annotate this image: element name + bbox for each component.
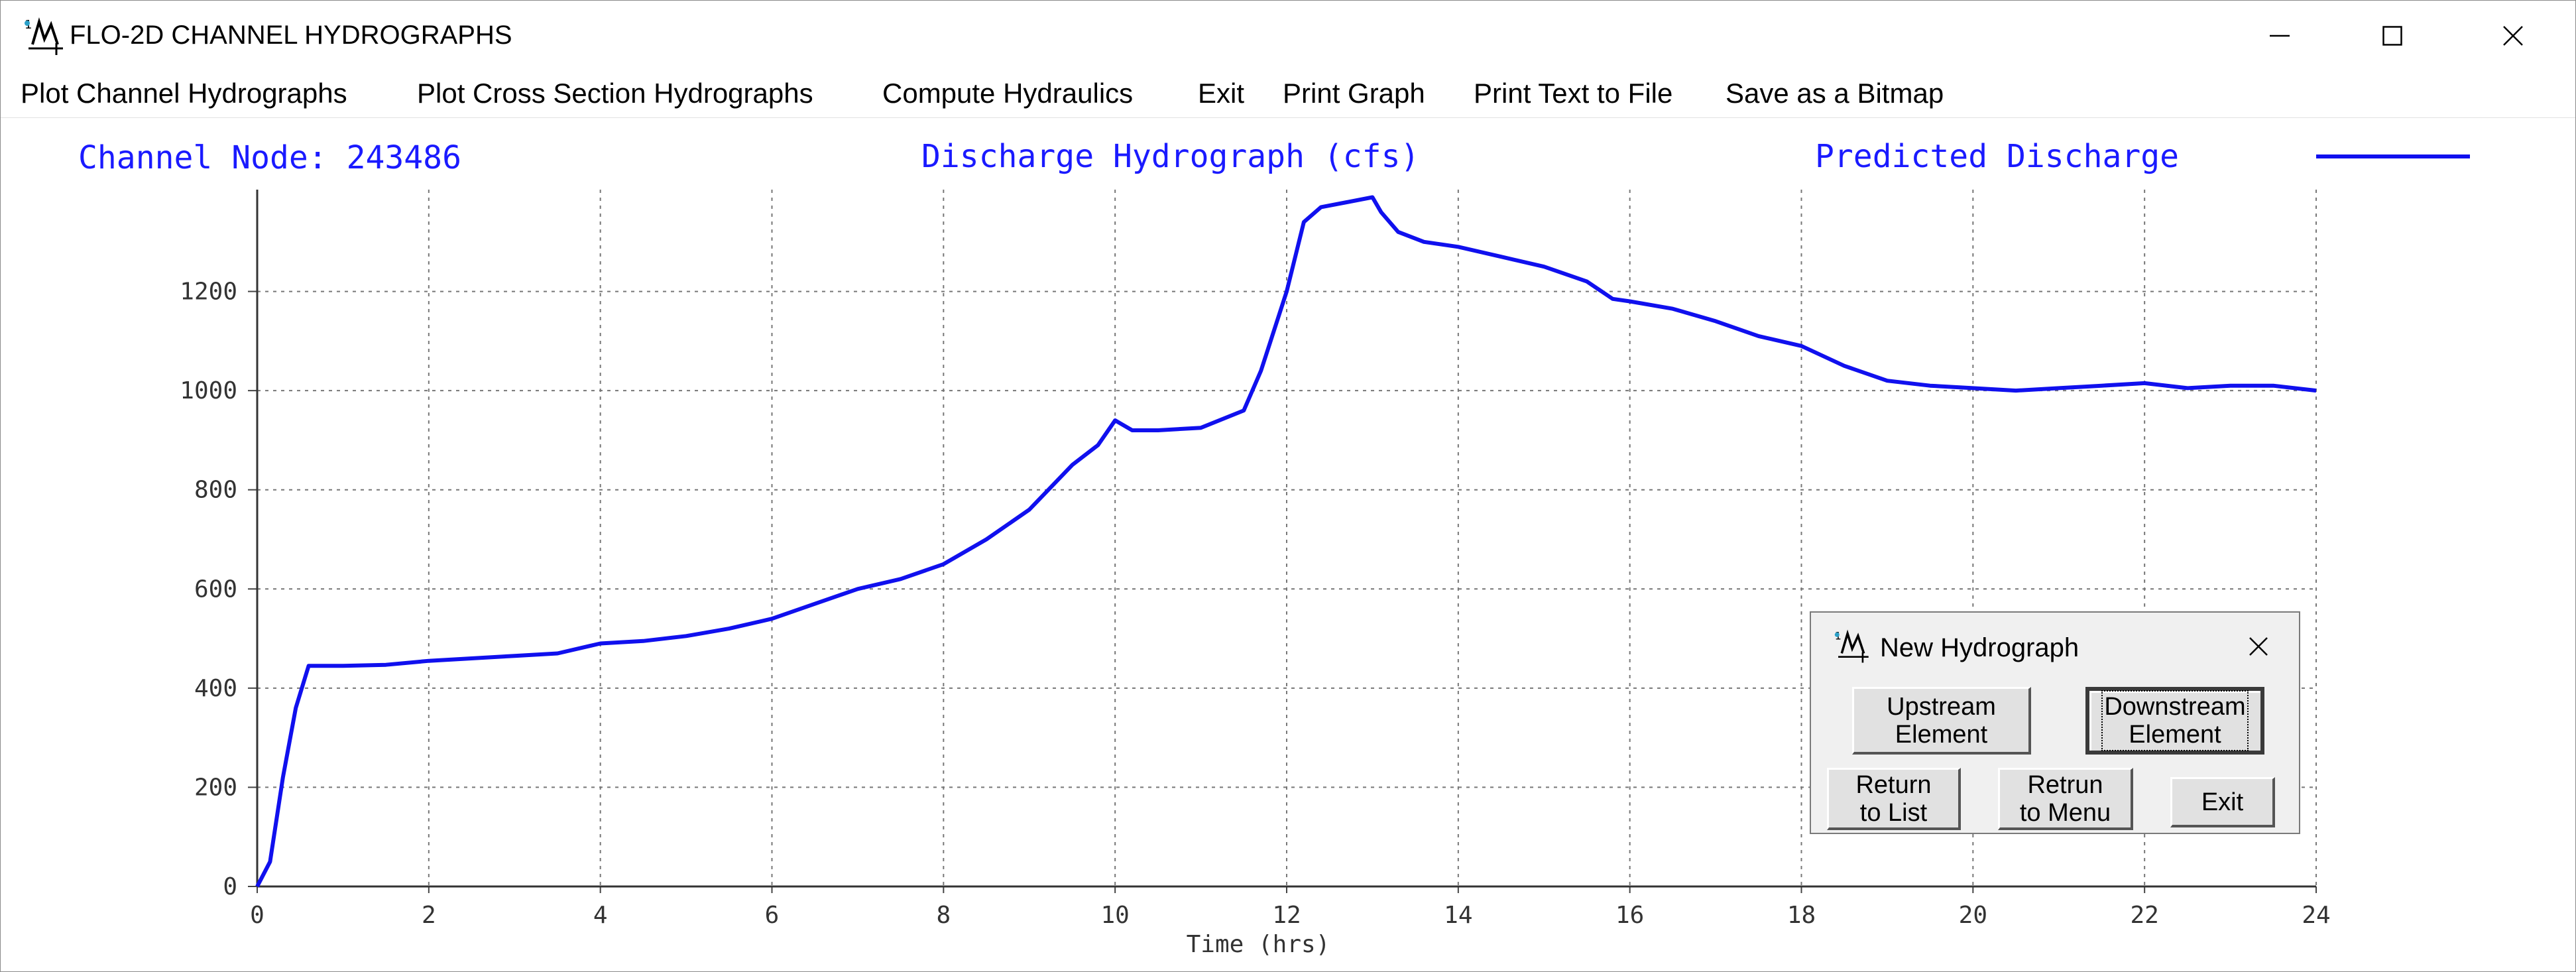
new-hydrograph-dialog: 1 New Hydrograph Upstream Element Downst… bbox=[1810, 611, 2300, 834]
downstream-element-button[interactable]: Downstream Element bbox=[2085, 687, 2264, 755]
flo2d-app-icon: 1 bbox=[25, 17, 63, 55]
legend-label: Predicted Discharge bbox=[1815, 138, 2179, 175]
x-tick-label: 12 bbox=[1272, 902, 1301, 929]
series-layer bbox=[255, 195, 2317, 888]
y-tick-label: 0 bbox=[223, 873, 237, 900]
series-line-predicted-discharge bbox=[255, 195, 2317, 888]
title-bar: 1 FLO-2D CHANNEL HYDROGRAPHS bbox=[1, 1, 2575, 68]
y-tick-label: 400 bbox=[194, 675, 237, 702]
exit-button[interactable]: Exit bbox=[2170, 777, 2275, 827]
minimize-icon[interactable] bbox=[2220, 7, 2339, 64]
return-to-list-button[interactable]: Return to List bbox=[1827, 768, 1961, 830]
x-axis-label: Time (hrs) bbox=[1187, 931, 1330, 958]
chart-title: Discharge Hydrograph (cfs) bbox=[921, 138, 1419, 175]
menu-plot-cross-section-hydrographs[interactable]: Plot Cross Section Hydrographs bbox=[417, 78, 813, 109]
x-tick-label: 6 bbox=[765, 902, 780, 929]
menu-print-graph[interactable]: Print Graph bbox=[1283, 78, 1425, 109]
x-tick-label: 16 bbox=[1615, 902, 1644, 929]
maximize-icon[interactable] bbox=[2333, 7, 2452, 64]
downstream-element-label: Downstream Element bbox=[2101, 690, 2249, 751]
return-to-menu-button[interactable]: Retrun to Menu bbox=[1998, 768, 2133, 830]
x-tick-label: 20 bbox=[1959, 902, 1987, 929]
channel-node-label: Channel Node: 243486 bbox=[78, 139, 461, 176]
menu-bar: Plot Channel Hydrographs Plot Cross Sect… bbox=[1, 68, 2575, 118]
x-tick-label: 0 bbox=[250, 902, 264, 929]
dialog-title: New Hydrograph bbox=[1880, 633, 2079, 662]
x-tick-label: 24 bbox=[2302, 902, 2330, 929]
y-tick-label: 800 bbox=[194, 477, 237, 504]
flo2d-app-icon: 1 bbox=[1834, 629, 1869, 663]
close-icon[interactable] bbox=[2453, 7, 2573, 64]
window-title: FLO-2D CHANNEL HYDROGRAPHS bbox=[70, 21, 512, 50]
y-tick-label: 200 bbox=[194, 774, 237, 801]
x-tick-label: 4 bbox=[593, 902, 608, 929]
y-tick-label: 1200 bbox=[180, 278, 237, 306]
menu-compute-hydraulics[interactable]: Compute Hydraulics bbox=[882, 78, 1134, 109]
close-icon[interactable] bbox=[2241, 629, 2276, 664]
upstream-element-button[interactable]: Upstream Element bbox=[1852, 687, 2031, 755]
axes bbox=[248, 190, 2317, 893]
menu-exit[interactable]: Exit bbox=[1198, 78, 1245, 109]
x-tick-label: 18 bbox=[1787, 902, 1816, 929]
x-tick-label: 8 bbox=[936, 902, 951, 929]
y-tick-label: 600 bbox=[194, 576, 237, 603]
x-tick-label: 14 bbox=[1444, 902, 1472, 929]
x-tick-label: 10 bbox=[1100, 902, 1129, 929]
tick-labels: 0 2 4 6 8 10 12 14 16 18 20 22 240200400600800100012… bbox=[180, 278, 2330, 929]
menu-print-text-to-file[interactable]: Print Text to File bbox=[1474, 78, 1673, 109]
x-tick-label: 2 bbox=[422, 902, 436, 929]
menu-plot-channel-hydrographs[interactable]: Plot Channel Hydrographs bbox=[21, 78, 347, 109]
y-tick-label: 1000 bbox=[180, 377, 237, 404]
menu-save-as-bitmap[interactable]: Save as a Bitmap bbox=[1726, 78, 1944, 109]
x-tick-label: 22 bbox=[2130, 902, 2158, 929]
